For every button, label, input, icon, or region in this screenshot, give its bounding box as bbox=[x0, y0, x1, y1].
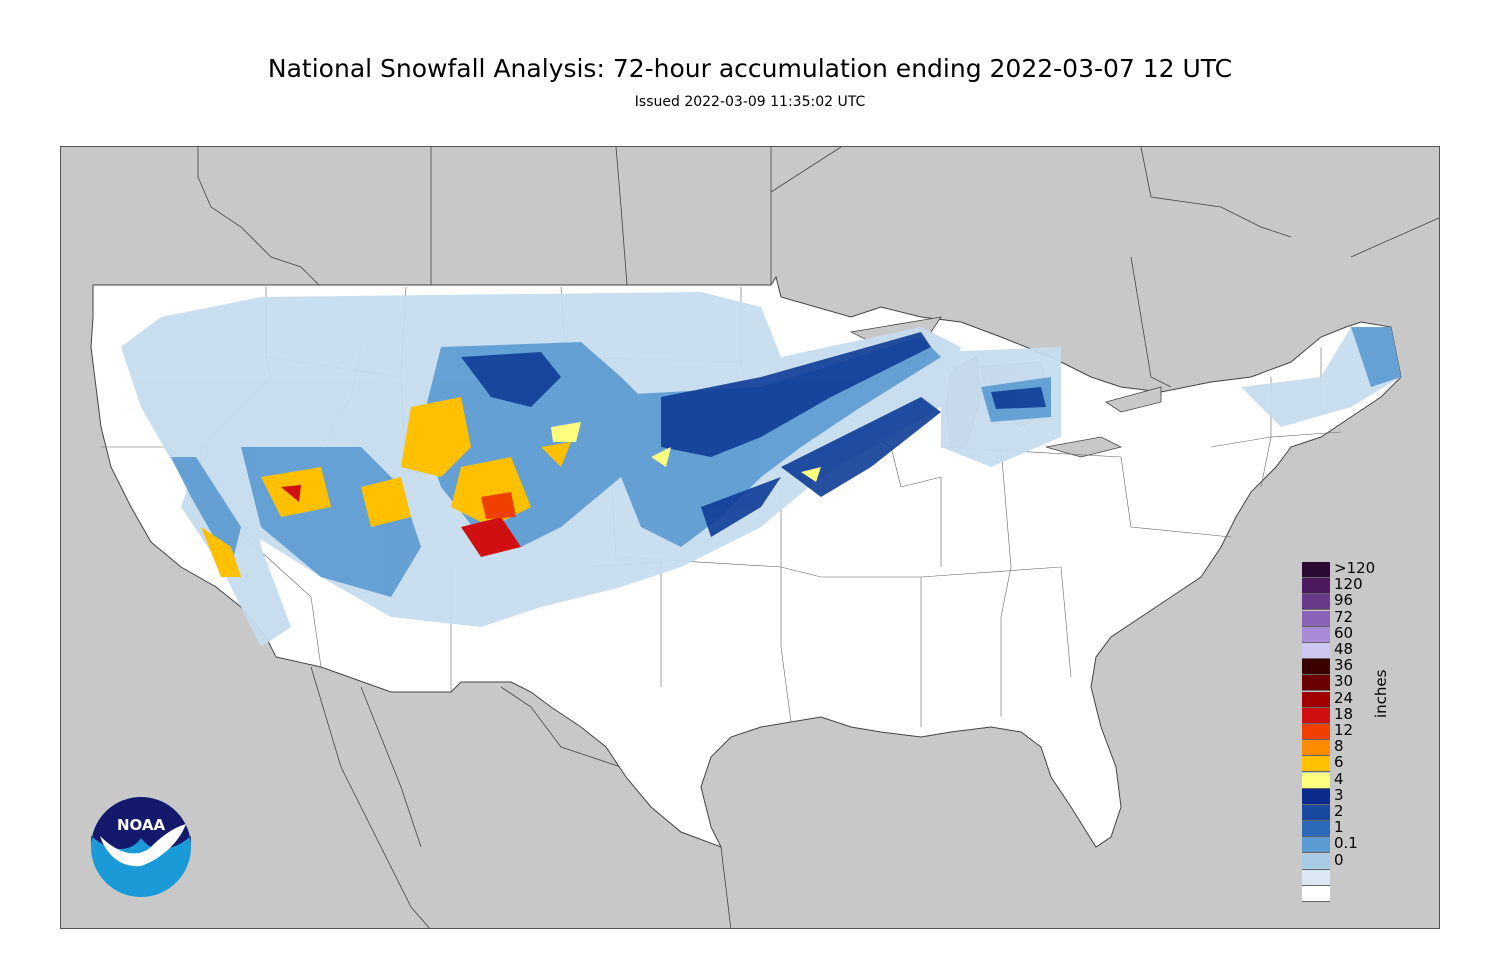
legend-swatch bbox=[1302, 562, 1330, 578]
legend-label: 30 bbox=[1334, 672, 1354, 691]
legend-label: 36 bbox=[1334, 656, 1354, 675]
legend-swatch bbox=[1302, 837, 1330, 854]
legend-label: 48 bbox=[1334, 640, 1354, 658]
legend-label: 18 bbox=[1334, 704, 1354, 723]
legend-swatch bbox=[1302, 707, 1330, 724]
legend-label: 1 bbox=[1334, 818, 1344, 837]
legend-swatch bbox=[1302, 772, 1330, 789]
legend-label: 6 bbox=[1334, 753, 1344, 772]
snowfall-map bbox=[60, 146, 1440, 929]
legend-swatch bbox=[1302, 740, 1330, 757]
legend-label: 72 bbox=[1334, 607, 1354, 626]
legend-label: 0.1 bbox=[1334, 834, 1358, 853]
legend-unit: inches bbox=[1372, 669, 1390, 718]
logo-text: NOAA bbox=[117, 816, 166, 834]
legend-swatch bbox=[1302, 659, 1330, 676]
legend-swatch bbox=[1302, 805, 1330, 821]
legend-swatch bbox=[1302, 869, 1330, 886]
neighbor-borders bbox=[197, 147, 1439, 928]
noaa-logo: NOAA bbox=[91, 797, 191, 897]
snow-deep bbox=[201, 397, 821, 577]
legend-swatch bbox=[1302, 788, 1330, 805]
legend-label: >120 bbox=[1334, 559, 1376, 577]
legend-swatch bbox=[1302, 886, 1330, 902]
legend-swatch bbox=[1302, 821, 1330, 838]
legend-swatch bbox=[1302, 578, 1330, 595]
legend-label: 60 bbox=[1334, 623, 1354, 642]
legend-label: 12 bbox=[1334, 721, 1354, 739]
legend-label: 8 bbox=[1334, 737, 1344, 756]
legend-swatch bbox=[1302, 675, 1330, 692]
legend-swatch bbox=[1302, 643, 1330, 659]
snow-heavy bbox=[461, 332, 1046, 537]
legend-label: 4 bbox=[1334, 769, 1344, 788]
legend-swatch bbox=[1302, 853, 1330, 870]
legend-swatch bbox=[1302, 626, 1330, 643]
legend-swatch bbox=[1302, 691, 1330, 708]
legend-label: 2 bbox=[1334, 802, 1344, 820]
legend-label: 0 bbox=[1334, 850, 1344, 869]
legend-label: 120 bbox=[1334, 575, 1363, 594]
legend-label: 3 bbox=[1334, 785, 1344, 804]
map-subtitle: Issued 2022-03-09 11:35:02 UTC bbox=[634, 94, 866, 110]
legend-swatch bbox=[1302, 594, 1330, 611]
legend-swatch bbox=[1302, 610, 1330, 627]
map-canvas bbox=[90, 147, 1439, 928]
legend-swatch bbox=[1302, 724, 1330, 740]
map-title: National Snowfall Analysis: 72-hour accu… bbox=[267, 54, 1233, 83]
legend-swatch bbox=[1302, 756, 1330, 773]
legend-label: 96 bbox=[1334, 591, 1354, 610]
legend-label: 24 bbox=[1334, 688, 1354, 707]
